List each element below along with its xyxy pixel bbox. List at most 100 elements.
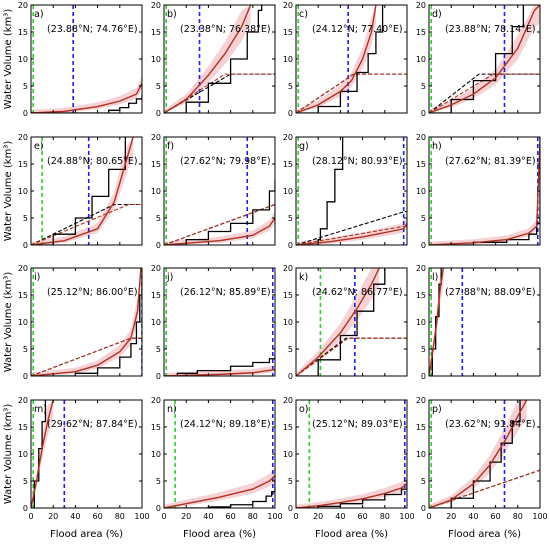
x-tick-label: 100 [134,512,149,521]
y-tick-label: 5 [288,477,293,486]
y-tick-label: 0 [156,109,161,118]
uncertainty-band [164,467,275,508]
uncertainty-band [164,5,251,113]
y-tick-label: 5 [421,345,426,354]
red-fitted-curve [31,268,142,376]
y-tick-label: 5 [23,82,28,91]
chart-panel-f: 0 5 10 15 20 f) (27.62°N; 79.98°E) [151,133,276,250]
panel-label: l) [432,272,438,283]
panel-label: k) [299,272,308,283]
panel-plot-area [31,268,142,376]
chart-panel-h: 0 5 10 15 20 h)(27.62°N; 81.39°E) [416,133,541,250]
x-tick-label: 100 [532,512,547,521]
y-tick-label: 15 [151,291,161,300]
uncertainty-band [429,137,540,245]
black-observed-curve [296,268,386,376]
panel-plot-area [164,5,275,113]
panel-plot-area [429,400,540,508]
x-tick-label: 100 [399,512,414,521]
y-tick-label: 0 [421,241,426,250]
chart-panel-b: 0 5 10 15 20 b)(23.38°N; 76.38°E) [151,1,276,118]
chart-panel-k: 0 5 10 15 20 k) (24.62°N; 86.77°E) [283,264,408,381]
chart-panel-a: 0 5 10 15 20 a)(23.88°N; 74.76°E) [18,1,143,118]
y-tick-label: 0 [288,372,293,381]
red-dashed-curve [31,337,142,376]
y-tick-label: 15 [18,423,28,432]
red-fitted-curve [429,5,540,113]
red-fitted-curve [296,223,407,245]
y-tick-label: 15 [416,291,426,300]
y-tick-label: 5 [156,477,161,486]
panel-plot-area [296,5,407,113]
x-tick-label: 40 [335,512,345,521]
uncertainty-band [31,137,134,245]
red-fitted-curve [164,368,275,376]
panel-label: c) [299,9,308,20]
y-tick-label: 0 [288,241,293,250]
y-tick-label: 0 [421,372,426,381]
y-tick-label: 10 [151,450,161,459]
y-tick-label: 10 [18,450,28,459]
black-observed-curve [296,5,384,113]
black-observed-curve [31,137,126,245]
chart-panel-n: 0 20 40 60 80 100 0 5 10 15 20 n)(24.12°N; 89.18°E) [151,396,283,521]
panel-coordinates: (28.12°N; 80.93°E) [312,156,403,167]
y-tick-label: 5 [288,214,293,223]
y-axis-label: Water Volume (km³) [3,9,14,110]
x-tick-label: 40 [468,512,478,521]
y-tick-label: 20 [18,264,28,273]
y-tick-label: 15 [18,28,28,37]
black-dashed-curve [164,73,275,113]
panel-coordinates: (24.88°N; 80.65°E) [47,156,138,167]
chart-panel-d: 0 5 10 15 20 d)(23.88°N; 78.14°E) [416,1,541,118]
panel-plot-area [429,137,540,245]
black-observed-curve [31,268,142,376]
y-tick-label: 20 [283,133,293,142]
panel-plot-area [296,268,407,376]
y-tick-label: 10 [18,187,28,196]
y-tick-label: 5 [23,345,28,354]
y-tick-label: 5 [23,214,28,223]
red-dashed-curve [296,73,407,113]
panel-coordinates: (29.62°N; 87.84°E) [47,419,138,430]
red-dashed-curve [31,203,142,245]
chart-panel-c: 0 5 10 15 20 c) (24.12°N; 77.40°E) [283,1,408,118]
x-tick-label: 100 [267,512,282,521]
panel-frame [30,267,143,377]
y-tick-label: 10 [18,55,28,64]
red-fitted-curve [429,400,528,508]
panel-plot-area [429,5,540,113]
x-tick-label: 60 [226,512,236,521]
uncertainty-band [429,400,527,508]
y-tick-label: 0 [23,241,28,250]
black-observed-curve [429,137,540,245]
y-tick-label: 15 [283,423,293,432]
y-tick-label: 20 [416,396,426,405]
black-dashed-curve [429,73,540,113]
panel-plot-area [296,137,407,245]
y-tick-label: 5 [288,82,293,91]
panel-coordinates: (24.12°N; 89.18°E) [180,419,271,430]
chart-panel-e: 0 5 10 15 20 e)(24.88°N; 80.65°E) [18,133,143,250]
black-dashed-curve [31,203,142,245]
uncertainty-band [296,476,407,508]
y-tick-label: 20 [18,1,28,10]
y-tick-label: 10 [283,55,293,64]
uncertainty-band [429,5,540,113]
chart-panel-j: 0 5 10 15 20 j) (26.12°N; 85.89°E) [151,264,276,381]
red-fitted-curve [164,217,275,245]
y-tick-label: 20 [151,1,161,10]
x-tick-label: 60 [93,512,103,521]
x-tick-label: 20 [48,512,58,521]
x-tick-label: 40 [203,512,213,521]
red-dashed-curve [296,337,407,376]
y-tick-label: 0 [421,504,426,513]
y-tick-label: 5 [421,214,426,223]
panel-plot-area [296,400,407,508]
panel-coordinates: (24.62°N; 86.77°E) [312,287,403,298]
panel-label: b) [167,9,177,20]
panel-label: f) [167,141,174,152]
y-tick-label: 5 [421,82,426,91]
y-tick-label: 15 [416,28,426,37]
y-tick-label: 20 [18,133,28,142]
